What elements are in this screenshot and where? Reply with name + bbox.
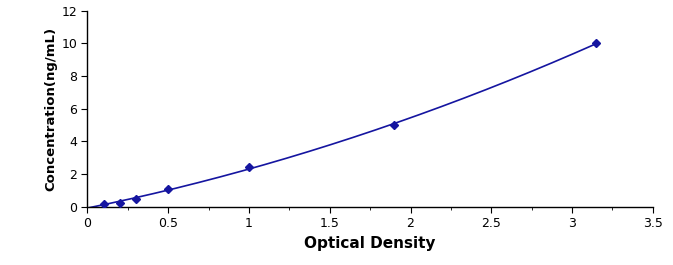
X-axis label: Optical Density: Optical Density: [304, 236, 436, 251]
Y-axis label: Concentration(ng/mL): Concentration(ng/mL): [44, 26, 57, 191]
